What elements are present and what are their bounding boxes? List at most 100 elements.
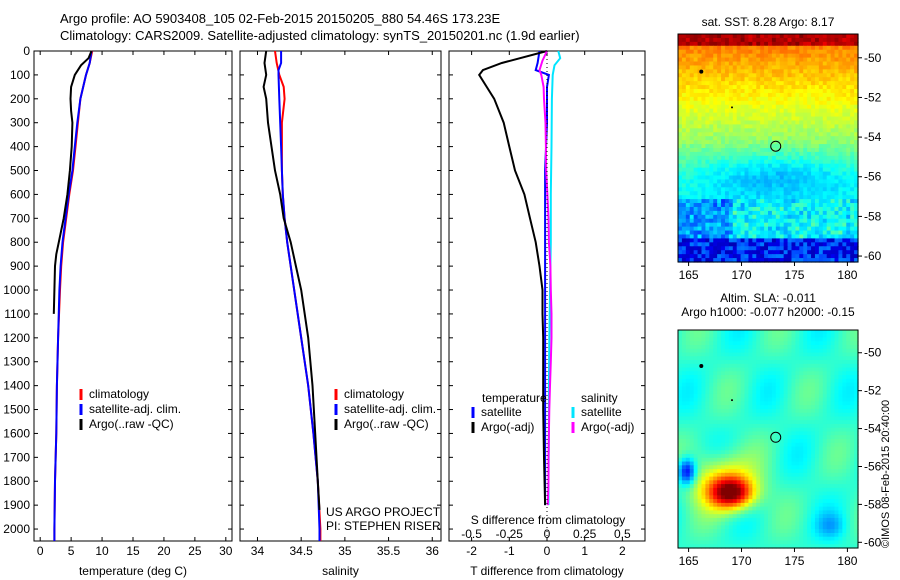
x-tick-label: 175 [784,268,804,282]
map-cell [791,108,796,114]
map-cell [779,238,785,243]
map-cell [834,230,840,236]
map-cell [685,65,691,70]
map-cell [697,390,703,395]
map-cell [756,89,761,94]
map-cell [795,397,800,403]
map-cell [697,116,703,122]
map-cell [678,378,683,384]
map-cell [678,420,683,425]
map-cell [732,461,738,466]
map-cell [689,199,695,204]
map-cell [818,171,824,177]
map-cell [728,435,734,440]
map-cell [811,382,816,387]
map-cell [764,191,769,196]
map-cell [783,330,789,335]
map-cell [791,179,796,184]
map-cell [818,367,824,372]
map-cell [685,85,691,90]
map-cell [850,234,855,240]
y-tick-label: 1600 [3,426,30,440]
map-cell [838,333,843,339]
map-cell [850,49,855,55]
map-cell [834,431,840,436]
map-cell [760,120,765,126]
map-cell [818,218,824,224]
map-cell [756,199,761,204]
y-tick-label: 1200 [3,331,30,345]
map-cell [768,65,773,70]
map-cell [701,128,706,133]
map-cell [685,57,691,63]
map-cell [814,378,820,384]
map-cell [779,435,785,440]
map-cell [822,49,828,55]
map-cell [783,69,789,74]
map-cell [764,363,769,369]
map-cell [783,214,789,220]
map-cell [764,375,769,380]
map-cell [846,214,851,220]
map-cell [744,155,750,161]
map-cell [681,397,687,403]
map-cell [764,416,769,421]
map-cell [795,124,800,129]
map-cell [854,234,859,240]
map-cell [740,378,746,384]
map-cell [685,363,691,369]
map-cell [709,461,714,466]
map-cell [678,163,683,169]
map-cell [717,112,722,118]
map-cell [736,159,742,165]
map-cell [779,112,785,118]
map-cell [678,210,683,216]
map-cell [850,341,855,346]
map-cell [826,345,832,350]
map-cell [818,124,824,129]
map-cell [822,378,828,384]
map-cell [756,476,761,481]
map-cell [818,151,824,157]
map-cell [693,439,699,444]
map-cell [775,175,781,181]
map-cell [709,53,714,59]
map-cell [764,484,769,489]
map-cell [787,408,793,414]
map-cell [850,45,855,51]
map-cell [807,226,812,232]
map-cell [697,427,703,433]
map-cell [854,386,859,391]
x2-tick-label: -0.5 [461,527,482,541]
map-cell [803,360,808,365]
map-cell [795,53,800,59]
map-cell [846,65,851,70]
map-cell [685,234,691,240]
map-cell [760,341,765,346]
map-cell [678,423,683,429]
map-cell [728,401,734,406]
map-cell [814,144,820,149]
map-cell [842,144,847,149]
map-cell [830,61,836,67]
map-cell [748,254,753,259]
map-cell [822,480,828,485]
map-cell [764,442,769,448]
map-cell [732,439,738,444]
map-cell [732,155,738,161]
map-cell [783,431,789,436]
map-cell [697,167,703,173]
map-cell [830,57,836,63]
map-cell [822,195,828,200]
map-cell [775,171,781,177]
x-tick-label: 180 [837,268,857,282]
map-cell [678,85,683,90]
map-cell [830,226,836,232]
map-cell [838,37,843,43]
map-cell [685,183,691,188]
map-cell [854,345,859,350]
map-cell [842,333,847,339]
map-cell [709,128,714,133]
map-cell [783,34,789,39]
map-cell [701,234,706,240]
